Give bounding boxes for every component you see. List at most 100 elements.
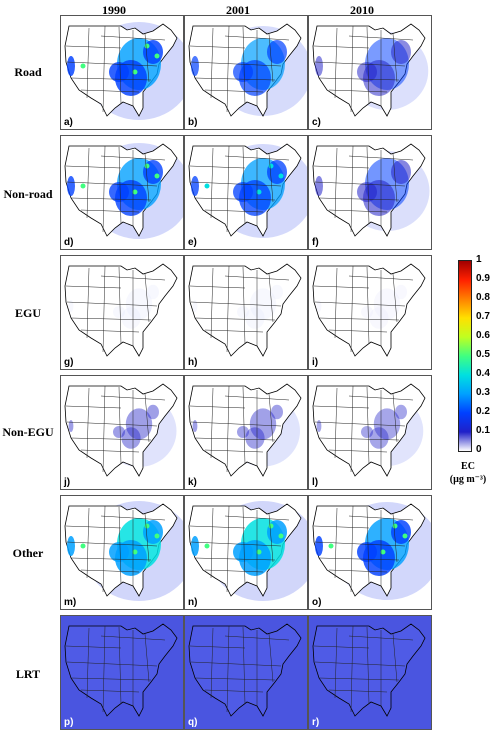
concentration-blob bbox=[67, 176, 75, 196]
state-boundary bbox=[314, 181, 406, 187]
us-map bbox=[185, 16, 307, 129]
state-boundary bbox=[100, 275, 166, 281]
row-label-lrt: LRT bbox=[15, 667, 41, 681]
panel-label: g) bbox=[64, 357, 74, 368]
state-boundary bbox=[350, 265, 354, 353]
concentration-blob bbox=[315, 56, 323, 76]
concentration-blob bbox=[109, 62, 129, 82]
state-boundary bbox=[189, 45, 246, 49]
concentration-blob bbox=[316, 300, 322, 312]
map-panel-a: a) bbox=[60, 15, 184, 130]
state-boundary bbox=[268, 633, 274, 683]
concentration-blob bbox=[147, 284, 159, 300]
hotspot bbox=[380, 549, 386, 555]
state-boundary bbox=[392, 33, 398, 83]
state-boundary bbox=[314, 421, 406, 427]
state-boundary bbox=[66, 301, 158, 307]
state-boundary bbox=[65, 165, 122, 169]
us-map bbox=[309, 16, 431, 129]
state-boundary bbox=[348, 35, 414, 41]
state-boundary bbox=[224, 275, 290, 281]
concentration-blob bbox=[192, 420, 198, 432]
state-boundary bbox=[392, 513, 398, 563]
concentration-blob bbox=[373, 408, 401, 440]
colorbar bbox=[458, 260, 472, 452]
hotspot bbox=[278, 173, 284, 179]
state-boundary bbox=[313, 405, 370, 409]
state-boundary bbox=[144, 153, 150, 203]
colorbar-tick: 0.6 bbox=[476, 330, 490, 341]
map-panel-l: l) bbox=[308, 375, 432, 490]
us-map bbox=[309, 376, 431, 489]
concentration-blob bbox=[121, 427, 141, 449]
state-boundary bbox=[318, 77, 400, 81]
panel-label: r) bbox=[312, 717, 320, 728]
concentration-blob bbox=[373, 288, 401, 320]
concentration-blob bbox=[316, 420, 322, 432]
state-boundary bbox=[350, 25, 354, 113]
hotspot bbox=[268, 163, 274, 169]
concentration-blob bbox=[237, 306, 249, 318]
state-boundary bbox=[80, 209, 140, 213]
concentration-blob bbox=[267, 40, 287, 64]
state-boundary bbox=[313, 285, 370, 289]
colorbar-title-line2: (µg m⁻³) bbox=[449, 474, 487, 485]
state-boundary bbox=[65, 405, 122, 409]
colorbar-tick: 1 bbox=[476, 254, 482, 265]
state-boundary bbox=[80, 329, 140, 333]
state-boundary bbox=[204, 209, 264, 213]
state-boundary bbox=[80, 689, 140, 693]
state-boundary bbox=[226, 625, 230, 713]
state-boundary bbox=[189, 405, 246, 409]
state-boundary bbox=[328, 89, 388, 93]
map-panel-h: h) bbox=[184, 255, 308, 370]
panel-label: h) bbox=[188, 357, 198, 368]
panel-label: c) bbox=[312, 117, 321, 128]
state-boundary bbox=[318, 197, 400, 201]
colorbar-tick: 0.5 bbox=[476, 349, 490, 360]
state-boundary bbox=[328, 329, 388, 333]
hotspot bbox=[144, 43, 150, 49]
concentration-blob bbox=[113, 426, 125, 438]
state-boundary bbox=[190, 421, 282, 427]
state-boundary bbox=[318, 437, 400, 441]
map-panel-e: e) bbox=[184, 135, 308, 250]
concentration-blob bbox=[233, 182, 253, 202]
us-map bbox=[61, 136, 183, 249]
concentration-blob bbox=[395, 404, 407, 420]
map-panel-i: i) bbox=[308, 255, 432, 370]
us-map bbox=[309, 616, 431, 729]
concentration-blob bbox=[245, 427, 265, 449]
state-boundary bbox=[70, 77, 152, 81]
concentration-blob bbox=[395, 284, 407, 300]
concentration-blob bbox=[249, 408, 277, 440]
hotspot bbox=[204, 183, 210, 189]
map-panel-q: q) bbox=[184, 615, 308, 730]
concentration-blob bbox=[191, 536, 199, 556]
state-boundary bbox=[80, 569, 140, 573]
state-boundary bbox=[348, 275, 414, 281]
state-boundary bbox=[100, 35, 166, 41]
state-boundary bbox=[348, 395, 414, 401]
state-boundary bbox=[318, 557, 400, 561]
state-boundary bbox=[224, 515, 290, 521]
panel-label: b) bbox=[188, 117, 198, 128]
map-panel-c: c) bbox=[308, 15, 432, 130]
state-boundary bbox=[350, 385, 354, 473]
hotspot bbox=[80, 63, 86, 69]
map-panel-f: f) bbox=[308, 135, 432, 250]
state-boundary bbox=[102, 265, 106, 353]
us-map bbox=[61, 256, 183, 369]
hotspot bbox=[132, 69, 138, 75]
concentration-blob bbox=[271, 284, 283, 300]
state-boundary bbox=[144, 633, 150, 683]
us-map bbox=[185, 376, 307, 489]
colorbar-tick: 0.8 bbox=[476, 292, 490, 303]
concentration-blob bbox=[237, 426, 249, 438]
state-boundary bbox=[224, 35, 290, 41]
concentration-blob bbox=[357, 182, 377, 202]
concentration-blob bbox=[191, 176, 199, 196]
concentration-blob bbox=[245, 307, 265, 329]
state-boundary bbox=[190, 301, 282, 307]
concentration-blob bbox=[113, 306, 125, 318]
